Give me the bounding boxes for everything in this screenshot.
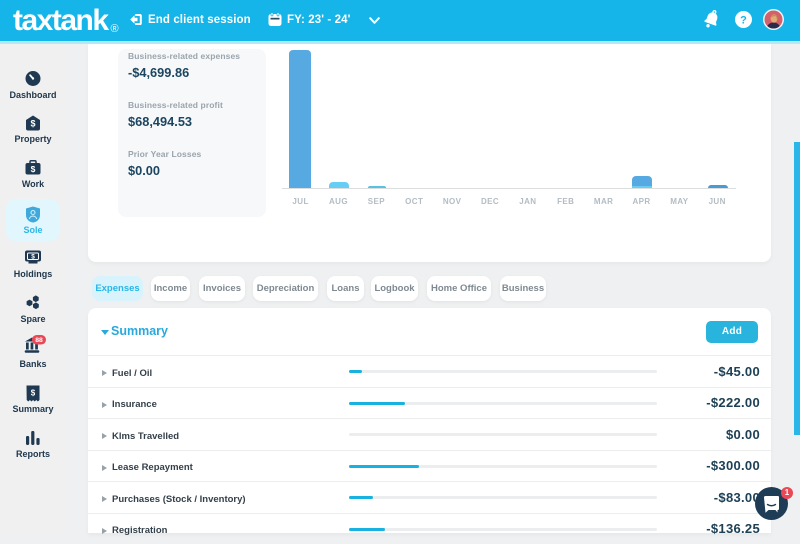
svg-text:?: ? <box>740 15 747 27</box>
svg-text:$: $ <box>31 164 36 174</box>
svg-text:$: $ <box>31 254 35 261</box>
svg-text:88: 88 <box>35 337 43 344</box>
svg-text:$: $ <box>31 389 36 398</box>
svg-text:$: $ <box>30 119 35 129</box>
